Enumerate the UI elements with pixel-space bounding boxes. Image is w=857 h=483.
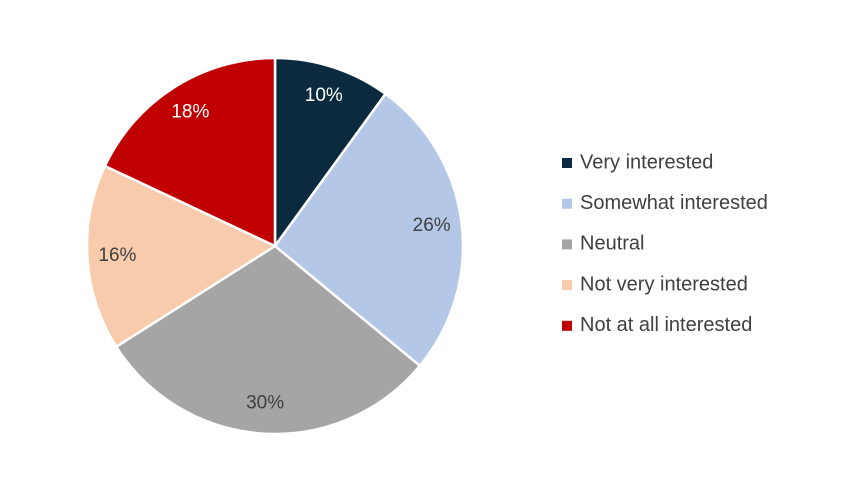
legend-swatch <box>562 239 572 250</box>
data-label: 26% <box>413 215 451 236</box>
pie-slice <box>85 164 278 349</box>
data-label: 30% <box>246 393 284 414</box>
legend-label: Not at all interested <box>580 314 752 336</box>
data-label: 16% <box>98 245 136 266</box>
pie-slice <box>273 56 388 250</box>
legend-swatch <box>562 158 572 168</box>
pie-slice <box>273 92 465 368</box>
legend-label: Neutral <box>580 233 644 255</box>
data-label: 10% <box>305 85 343 106</box>
legend-swatch <box>562 320 572 331</box>
legend-swatch <box>562 198 572 209</box>
data-label: 18% <box>171 102 209 123</box>
pie-slice <box>114 244 422 436</box>
pie-slice <box>103 56 277 248</box>
legend-label: Very interested <box>580 151 713 173</box>
legend-swatch <box>562 280 572 291</box>
legend-label: Not very interested <box>580 273 748 295</box>
legend-label: Somewhat interested <box>580 192 768 214</box>
